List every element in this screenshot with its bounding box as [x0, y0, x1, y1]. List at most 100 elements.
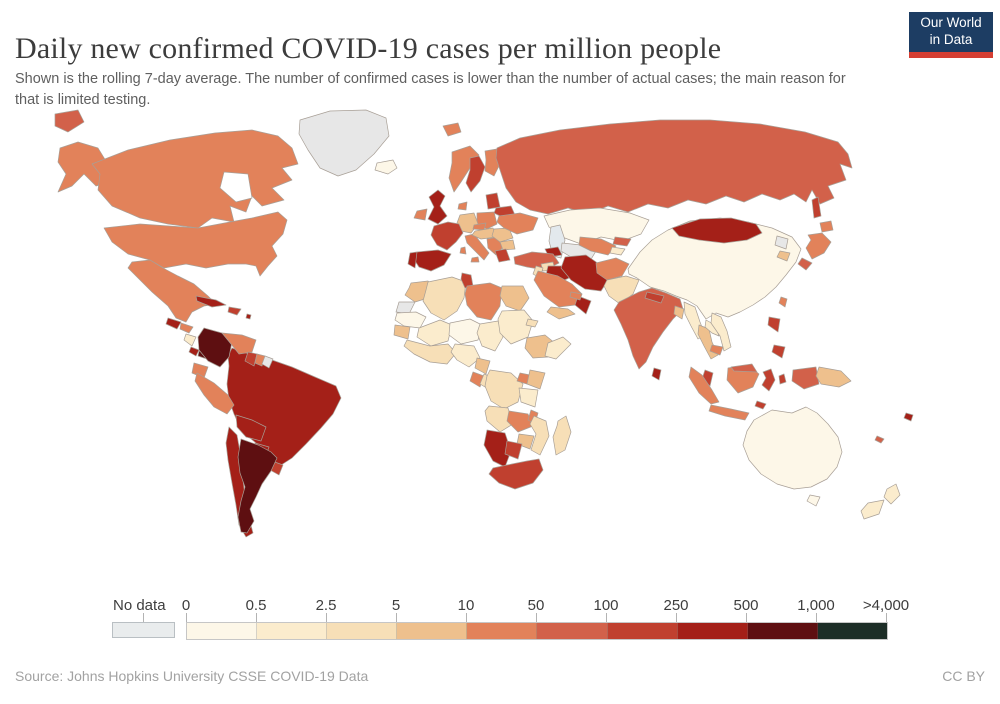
country-libya[interactable] [464, 282, 503, 321]
country-niger[interactable] [448, 318, 483, 345]
country-nigeria[interactable] [450, 343, 481, 368]
country-sri-lanka[interactable] [651, 367, 662, 381]
country-new-caledonia[interactable] [874, 435, 885, 444]
country-cambodia[interactable] [709, 344, 724, 356]
country-germany[interactable] [456, 212, 479, 234]
country-fiji[interactable] [903, 412, 914, 422]
country-taiwan[interactable] [778, 296, 788, 308]
country-peru[interactable] [194, 372, 235, 415]
country-north-korea[interactable] [774, 235, 789, 250]
legend-no-data-swatch[interactable] [112, 622, 175, 638]
country-bulgaria[interactable] [499, 239, 516, 251]
country-sulawesi[interactable] [761, 368, 776, 392]
country-kenya[interactable] [526, 369, 546, 390]
legend-bin-0.5-2.5[interactable] [257, 623, 328, 639]
country-baltics[interactable] [485, 192, 501, 210]
country-japan-kyushu[interactable] [797, 257, 813, 271]
country-lesser-antilles[interactable] [245, 313, 252, 320]
country-mali[interactable] [416, 319, 453, 347]
country-nz-north-island[interactable] [883, 483, 901, 505]
country-papua-new-guinea[interactable] [815, 366, 852, 388]
country-south-korea[interactable] [776, 250, 791, 262]
legend-bin-1,000->4,000[interactable] [817, 623, 887, 639]
country-japan-honshu[interactable] [805, 232, 832, 260]
country-drc[interactable] [484, 369, 524, 410]
country-egypt[interactable] [499, 285, 530, 312]
country-chukotka[interactable] [54, 109, 85, 133]
country-nepal[interactable] [644, 291, 665, 304]
country-eritrea[interactable] [525, 318, 539, 328]
country-algeria[interactable] [422, 276, 467, 321]
legend-bin-10-50[interactable] [467, 623, 538, 639]
country-mozambique[interactable] [529, 415, 550, 456]
country-madagascar[interactable] [552, 415, 572, 456]
country-west-papua[interactable] [791, 366, 820, 390]
country-java[interactable] [708, 404, 750, 421]
country-sumatra[interactable] [688, 366, 720, 405]
country-philippines-mindanao[interactable] [771, 344, 786, 359]
country-austria-hungary[interactable] [471, 227, 498, 240]
legend-bin-2.5-5[interactable] [327, 623, 398, 639]
legend-bin-500-1,000[interactable] [747, 623, 818, 639]
country-uk[interactable] [427, 189, 448, 225]
country-south-africa[interactable] [488, 458, 544, 490]
country-somalia[interactable] [544, 336, 572, 360]
country-guyana[interactable] [244, 351, 258, 367]
country-west-africa-coast[interactable] [403, 339, 457, 365]
country-nicaragua[interactable] [183, 333, 197, 347]
country-canada[interactable] [91, 129, 299, 229]
country-tasmania[interactable] [806, 494, 821, 507]
country-cuba[interactable] [195, 295, 227, 308]
country-australia[interactable] [742, 406, 843, 490]
country-moluccas[interactable] [778, 373, 787, 385]
country-uzbekistan[interactable] [578, 236, 617, 256]
country-svalbard[interactable] [442, 122, 462, 137]
country-bangladesh[interactable] [673, 305, 685, 320]
country-guatemala[interactable] [165, 317, 182, 330]
country-ukraine[interactable] [496, 212, 539, 235]
country-sicily[interactable] [470, 256, 480, 263]
legend-bin-250-500[interactable] [677, 623, 748, 639]
country-greenland[interactable] [298, 109, 390, 177]
country-senegal[interactable] [393, 324, 411, 340]
country-sweden[interactable] [465, 155, 486, 193]
country-sakhalin[interactable] [811, 196, 822, 219]
legend-bin-100-250[interactable] [607, 623, 678, 639]
country-japan-hokkaido[interactable] [819, 220, 834, 233]
country-sudan[interactable] [497, 309, 534, 345]
country-venezuela[interactable] [221, 332, 257, 355]
legend-bin-5-10[interactable] [397, 623, 468, 639]
country-greece[interactable] [494, 248, 511, 263]
country-philippines-luzon[interactable] [767, 316, 781, 333]
country-costa-rica[interactable] [188, 346, 200, 357]
country-bolivia[interactable] [235, 414, 267, 442]
country-alaska[interactable] [57, 141, 111, 193]
country-botswana[interactable] [504, 440, 523, 460]
country-spain[interactable] [412, 249, 452, 272]
country-russia[interactable] [495, 119, 853, 215]
country-tanzania[interactable] [518, 387, 539, 408]
country-denmark[interactable] [457, 201, 468, 211]
country-hispaniola[interactable] [227, 306, 242, 316]
country-afghanistan[interactable] [595, 257, 630, 281]
country-france[interactable] [430, 221, 464, 251]
country-cameroon[interactable] [474, 357, 491, 375]
country-oman[interactable] [574, 295, 592, 315]
country-mexico[interactable] [127, 259, 217, 323]
country-argentina[interactable] [237, 438, 278, 534]
country-borneo-malaysia[interactable] [730, 363, 758, 373]
legend-bin-50-100[interactable] [537, 623, 608, 639]
country-india[interactable] [613, 287, 684, 370]
country-hudson-bay[interactable] [219, 171, 253, 203]
country-yemen[interactable] [546, 306, 576, 320]
owid-logo[interactable]: Our World in Data [909, 12, 993, 58]
country-nz-south-island[interactable] [860, 499, 885, 520]
country-french-guiana[interactable] [261, 355, 274, 369]
country-kyrgyzstan[interactable] [612, 236, 632, 247]
country-mongolia[interactable] [671, 217, 763, 244]
license-link[interactable]: CC BY [942, 668, 985, 684]
country-ireland[interactable] [413, 208, 428, 221]
country-vietnam[interactable] [710, 312, 732, 352]
country-iceland[interactable] [374, 159, 398, 175]
country-zambia[interactable] [506, 410, 534, 433]
